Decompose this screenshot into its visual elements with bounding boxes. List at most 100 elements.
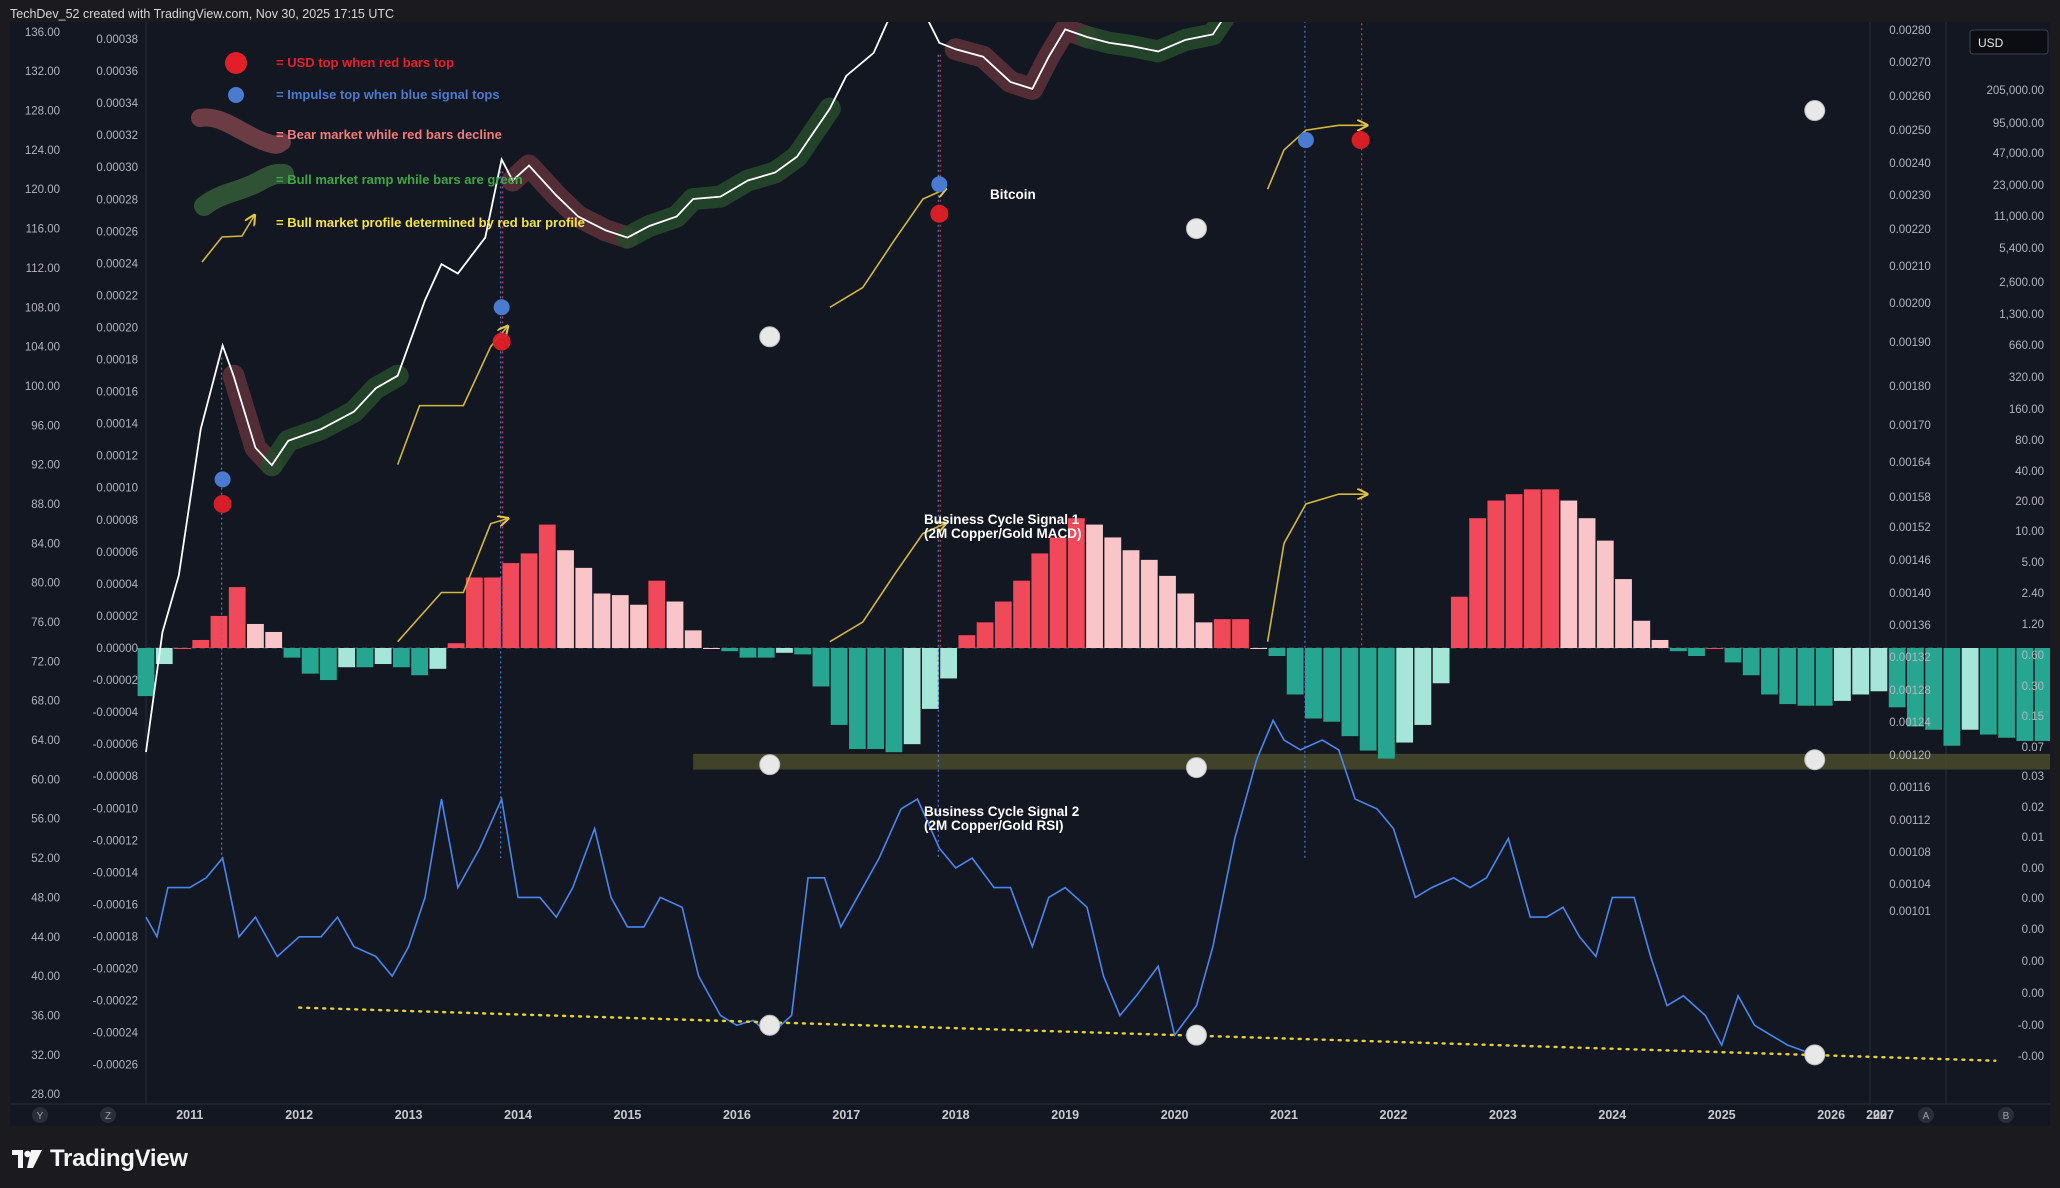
right-axis-2-tick: 0.00 (2022, 924, 2044, 936)
white-marker (759, 1014, 781, 1036)
right-axis-1-tick: 0.00200 (1889, 298, 1931, 310)
left-axis-2-tick: 0.00014 (96, 419, 138, 431)
left-axis-2-tick: 0.00026 (96, 226, 138, 238)
macd-bar (1067, 518, 1085, 648)
right-axis-1-tick: 0.00230 (1889, 190, 1931, 202)
macd-bar (684, 630, 702, 648)
left-axis-2-tick: -0.00002 (93, 675, 138, 687)
left-axis-1-tick: 128.00 (25, 106, 60, 118)
macd-bar (1359, 648, 1377, 751)
macd-bars (137, 489, 2050, 759)
left-axis-2-tick: 0.00032 (96, 130, 138, 142)
left-axis-1-tick: 92.00 (31, 460, 60, 472)
right-axis-2-tick: 0.30 (2022, 681, 2044, 693)
axis-corner-buttons[interactable]: Y Z A B (32, 1107, 2014, 1123)
bull-highlight (1076, 22, 1235, 63)
left-axis-1-tick: 40.00 (31, 971, 60, 983)
rsi-line-layer (145, 718, 1816, 1056)
auto-scale-button[interactable] (1918, 1107, 1934, 1123)
left-axis-2-tick: 0.00038 (96, 34, 138, 46)
macd-bar (1104, 537, 1122, 648)
right-axis-2-tick: -0.00 (2018, 1051, 2044, 1063)
right-axis-1-tick: 0.00220 (1889, 224, 1931, 236)
tradingview-logo[interactable]: TradingView (12, 1142, 188, 1176)
legend: = USD top when red bars top = Impulse to… (191, 52, 585, 263)
macd-bar (1979, 648, 1997, 735)
macd-bar (1523, 489, 1541, 648)
x-axis-tick: 2015 (614, 1108, 642, 1122)
left-axis-2-tick: -0.00004 (93, 707, 139, 719)
macd-bar (1815, 648, 1833, 706)
right-axis-2-tick: 40.00 (2015, 466, 2044, 478)
right-axis-2-tick: 0.01 (2022, 832, 2044, 844)
macd-bar (1615, 579, 1632, 648)
macd-bar (1250, 648, 1268, 649)
macd-bar (392, 648, 410, 668)
right-axis-1-tick: 0.00180 (1889, 381, 1931, 393)
macd-bar (502, 563, 520, 648)
macd-bar (2016, 648, 2034, 741)
z-scale-button[interactable] (100, 1107, 116, 1123)
left-axis-2-tick: 0.00006 (96, 547, 138, 559)
tradingview-logo-text: TradingView (50, 1145, 188, 1172)
y-scale-button[interactable] (32, 1107, 48, 1123)
chart-canvas[interactable]: 136.00 132.00 128.00 124.00 120.00 116.00 112.… (10, 22, 2050, 1126)
macd-bar (903, 648, 921, 745)
macd-bar (411, 648, 429, 676)
left-axis-1-tick: 44.00 (31, 932, 60, 944)
macd-bar (247, 623, 264, 648)
legend-red-dot-icon (225, 52, 247, 74)
macd-bar (1268, 648, 1286, 657)
left-axis-2-tick: 0.00028 (96, 194, 138, 206)
macd-bar (757, 648, 775, 658)
macd-bar (994, 601, 1012, 648)
chart-svg[interactable]: 136.00 132.00 128.00 124.00 120.00 116.00 112.… (10, 22, 2050, 1126)
right-axis-1-tick: 0.00128 (1889, 685, 1931, 697)
blue-top-marker (931, 176, 948, 193)
rsi-line (145, 718, 1816, 1056)
white-marker (1804, 100, 1826, 122)
left-axis-1-tick: 96.00 (31, 420, 60, 432)
white-marker (1185, 218, 1207, 240)
macd-bar (739, 648, 757, 658)
macd-bar (1414, 648, 1432, 725)
macd-bar (1013, 580, 1030, 648)
macd-bar (648, 580, 666, 648)
left-axis-1-tick: 88.00 (31, 499, 60, 511)
left-axis-2-tick: 0.00022 (96, 290, 138, 302)
currency-badge-box[interactable] (1969, 29, 2049, 55)
left-axis-2-tick: 0.00002 (96, 611, 138, 623)
macd-bar (1177, 593, 1195, 648)
y-scale-label: Y (37, 1111, 44, 1122)
macd-bar (1432, 648, 1450, 684)
left-axis-2-tick: 0.00016 (96, 387, 138, 399)
b-scale-button[interactable] (1998, 1107, 2014, 1123)
right-axis-2-tick: 80.00 (2015, 435, 2044, 447)
left-axis-1-tick: 36.00 (31, 1010, 60, 1022)
right-axis-1-tick: 0.00116 (1890, 782, 1931, 794)
right-axis-2-tick: 0.15 (2022, 711, 2044, 723)
macd-bar (1396, 648, 1414, 743)
bear-highlight (222, 364, 283, 477)
x-axis-tick: 2017 (832, 1108, 860, 1122)
right-axis-1-tick: 0.00158 (1889, 492, 1931, 504)
macd-bar (1542, 489, 1559, 648)
bear-highlight (944, 22, 1099, 100)
left-axis-2-tick: -0.00018 (93, 931, 138, 943)
right-axis-2-tick: 1,300.00 (1999, 309, 2044, 321)
currency-badge[interactable]: USD (1969, 29, 2049, 55)
left-axis-1-tick: 112.00 (26, 263, 60, 275)
left-axis-2-tick: -0.00006 (93, 739, 138, 751)
signal1-label-line1: Business Cycle Signal 1 (924, 512, 1080, 527)
macd-bar (1852, 648, 1870, 695)
auto-scale-label: A (1923, 1111, 1930, 1122)
left-axis-1-tick: 132.00 (25, 66, 60, 78)
x-axis-tick: 2027 (1866, 1108, 1894, 1122)
macd-bar (137, 648, 155, 697)
macd-bar (611, 595, 629, 648)
macd-bar (593, 593, 611, 648)
b-scale-label: B (2003, 1111, 2010, 1122)
signal1-label-line2: (2M Copper/Gold MACD) (924, 526, 1082, 541)
macd-bar (1633, 620, 1651, 648)
right-axis-1-tick: 0.00146 (1889, 555, 1931, 567)
